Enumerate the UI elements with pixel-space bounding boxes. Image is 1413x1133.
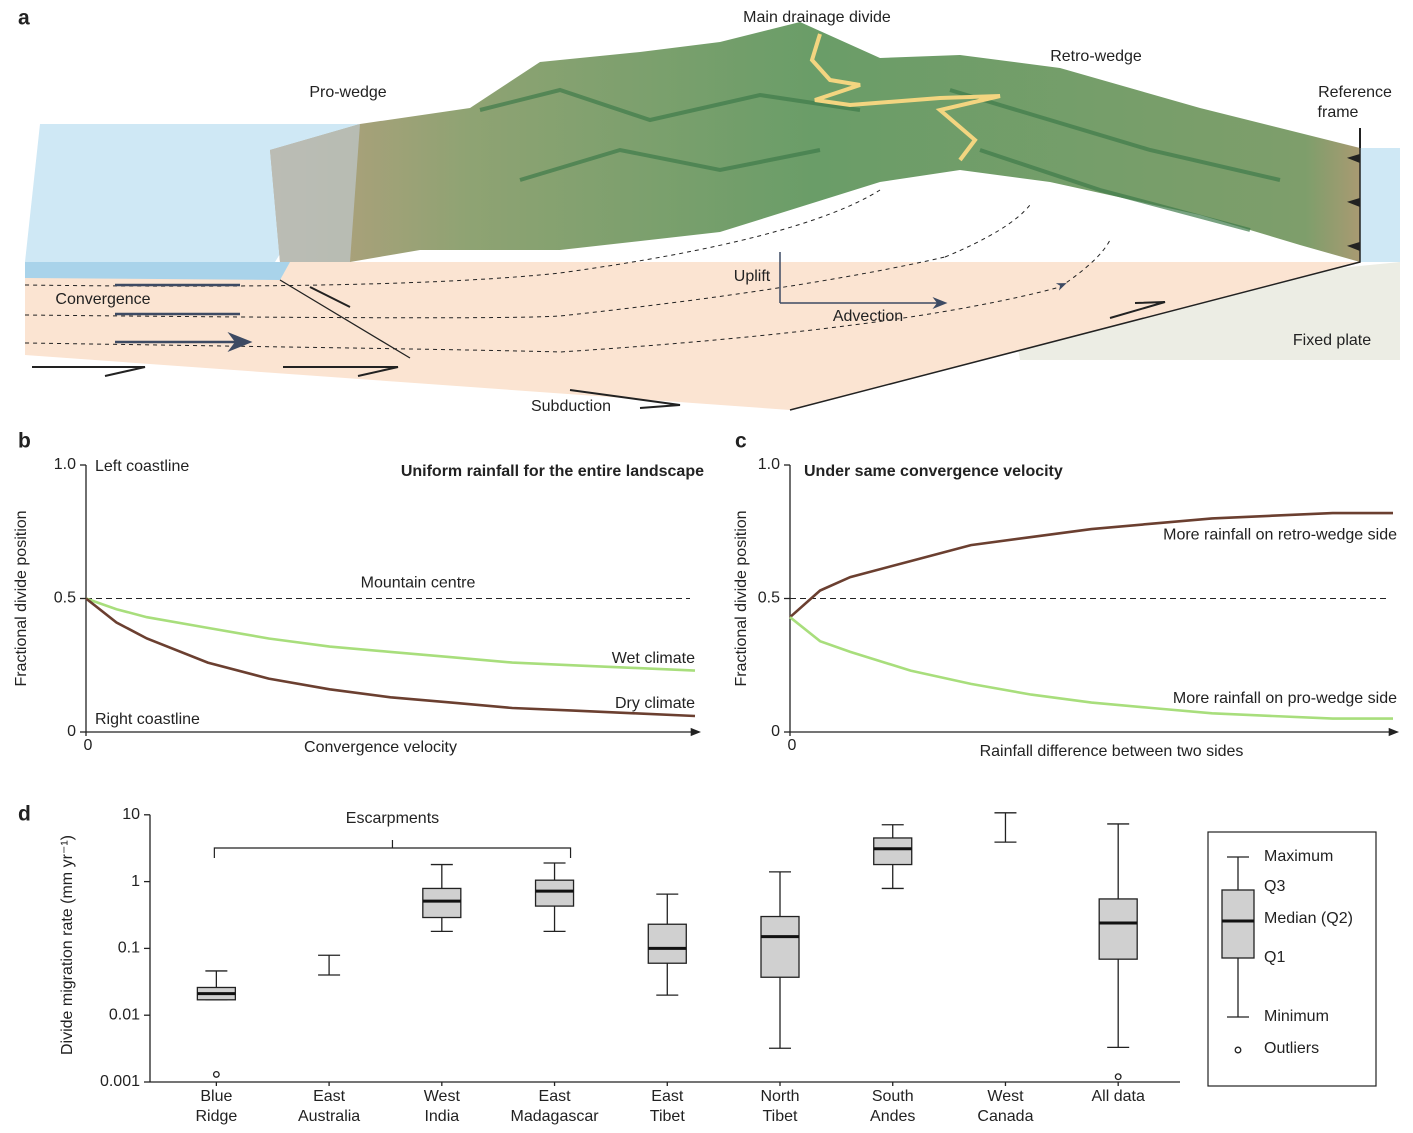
line-series — [86, 599, 695, 717]
legend-label: Q1 — [1264, 949, 1285, 966]
y-axis-label: Fractional divide position — [13, 510, 30, 686]
sea-bottom — [25, 262, 290, 280]
legend-box — [1222, 890, 1254, 958]
sea — [1360, 148, 1400, 262]
label: Reference — [1318, 84, 1392, 101]
y-axis-label: Divide migration rate (mm yr⁻¹) — [59, 835, 76, 1055]
box — [874, 838, 912, 865]
reference-label: Mountain centre — [361, 575, 476, 592]
page: {"diagram":{"panel":"a","labels":{"main_… — [0, 0, 1413, 1133]
annotation: Right coastline — [95, 711, 200, 728]
x-tick-label: Andes — [870, 1108, 915, 1125]
label: Convergence — [55, 291, 150, 308]
label: Uplift — [734, 268, 771, 285]
series-label: Dry climate — [615, 695, 695, 712]
legend-outlier — [1235, 1047, 1241, 1053]
series-label: More rainfall on pro-wedge side — [1173, 690, 1397, 707]
box — [536, 880, 574, 906]
legend-label: Median (Q2) — [1264, 910, 1353, 927]
box — [648, 924, 686, 963]
x-tick-label: Tibet — [650, 1108, 686, 1125]
x-tick-label: All data — [1091, 1088, 1144, 1105]
label: Retro-wedge — [1050, 48, 1142, 65]
legend-label: Minimum — [1264, 1008, 1329, 1025]
y-tick-label: 0.01 — [109, 1006, 140, 1023]
bracket — [214, 840, 570, 858]
chart-title: Uniform rainfall for the entire landscap… — [401, 463, 704, 480]
x-tick-label: East — [651, 1088, 684, 1105]
chart-title: Under same convergence velocity — [804, 463, 1063, 480]
x-tick-label: East — [313, 1088, 346, 1105]
diagram: a Main drainage divide Pro-wedge Retro-w… — [18, 7, 1400, 416]
x-tick-label: West — [987, 1088, 1024, 1105]
x-tick-label: 0 — [788, 737, 797, 754]
annotation: Left coastline — [95, 458, 189, 475]
x-tick-label: East — [539, 1088, 572, 1105]
y-tick-label: 1.0 — [758, 456, 780, 473]
y-tick-label: 0.1 — [118, 940, 140, 957]
box — [423, 888, 461, 917]
x-tick-label: Blue — [200, 1088, 232, 1105]
x-tick-label: South — [872, 1088, 914, 1105]
label: Subduction — [531, 398, 611, 415]
y-tick-label: 0 — [67, 723, 76, 740]
y-tick-label: 10 — [122, 806, 140, 823]
y-tick-label: 0.5 — [54, 590, 76, 607]
x-tick-label: West — [424, 1088, 461, 1105]
landscape — [270, 22, 1360, 262]
x-tick-label: Australia — [298, 1108, 360, 1125]
panel-label: a — [18, 7, 30, 30]
x-tick-label: Ridge — [195, 1108, 237, 1125]
x-tick-label: Madagascar — [511, 1108, 600, 1125]
x-tick-label: 0 — [84, 737, 93, 754]
box — [1099, 899, 1137, 959]
line-series — [86, 599, 695, 671]
label: frame — [1318, 104, 1359, 121]
x-tick-label: India — [424, 1108, 459, 1125]
legend-label: Outliers — [1264, 1040, 1319, 1057]
y-tick-label: 1.0 — [54, 456, 76, 473]
bracket-label: Escarpments — [346, 810, 439, 827]
label: Pro-wedge — [309, 84, 386, 101]
figure: a Main drainage divide Pro-wedge Retro-w… — [0, 0, 1413, 1133]
outlier — [1115, 1074, 1121, 1080]
y-tick-label: 0 — [771, 723, 780, 740]
outlier — [214, 1072, 220, 1078]
box — [761, 917, 799, 978]
legend-label: Q3 — [1264, 878, 1285, 895]
panel-label: c — [735, 430, 747, 453]
series-label: Wet climate — [612, 650, 695, 667]
x-axis-label: Rainfall difference between two sides — [980, 743, 1244, 760]
y-tick-label: 0.5 — [758, 590, 780, 607]
y-axis-label: Fractional divide position — [733, 510, 750, 686]
y-tick-label: 1 — [131, 873, 140, 890]
x-tick-label: Canada — [977, 1108, 1033, 1125]
legend-label: Maximum — [1264, 848, 1333, 865]
x-axis-label: Convergence velocity — [304, 739, 457, 756]
panel-label: b — [18, 430, 31, 453]
panel-label: d — [18, 803, 31, 826]
label: Main drainage divide — [743, 9, 891, 26]
y-tick-label: 0.001 — [100, 1073, 140, 1090]
label: Fixed plate — [1293, 332, 1371, 349]
series-label: More rainfall on retro-wedge side — [1163, 526, 1397, 543]
x-tick-label: Tibet — [763, 1108, 799, 1125]
label: Advection — [833, 308, 903, 325]
x-tick-label: North — [760, 1088, 799, 1105]
